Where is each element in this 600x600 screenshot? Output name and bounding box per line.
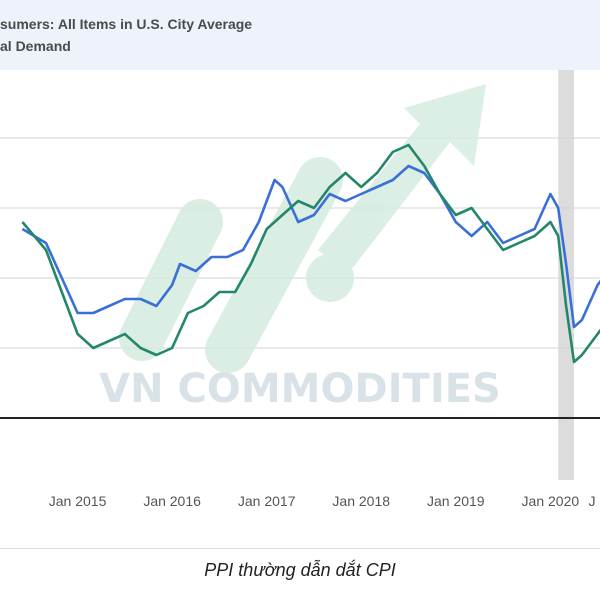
x-axis-ticks: Jan 2015 Jan 2016 Jan 2017 Jan 2018 Jan 2019… [49, 493, 596, 509]
series-line-2 [21, 143, 600, 364]
line-chart: VN COMMODITIES Jan 2015 Jan 2016 Jan 2017 J… [0, 70, 600, 509]
watermark-dot [306, 254, 354, 302]
series-lines [21, 143, 600, 364]
watermark-stroke-1 [119, 199, 223, 361]
legend-series-1: sumers: All Items in U.S. City Average [0, 16, 253, 32]
watermark: VN COMMODITIES [99, 84, 501, 412]
chart-frame: sumers: All Items in U.S. City Average a… [0, 0, 600, 549]
x-tick-label: Jan 2019 [427, 493, 485, 509]
x-tick-label: Jan 2018 [332, 493, 390, 509]
x-tick-label: Jan 2015 [49, 493, 107, 509]
recession-band [558, 70, 574, 480]
legend-series-2: al Demand [0, 38, 71, 54]
chart-caption: PPI thường dẫn dắt CPI [204, 560, 396, 580]
watermark-text: VN COMMODITIES [99, 366, 501, 412]
x-tick-label: Jan 2017 [238, 493, 296, 509]
recession-shading [558, 70, 574, 480]
series-line-1 [21, 164, 600, 329]
x-tick-label: Jan 2016 [143, 493, 201, 509]
x-tick-label: Jan 2020 [522, 493, 580, 509]
watermark-stroke-2 [205, 157, 343, 373]
watermark-arrow [318, 84, 486, 274]
x-tick-label: J [589, 493, 596, 509]
chart-legend: sumers: All Items in U.S. City Average a… [0, 0, 600, 70]
